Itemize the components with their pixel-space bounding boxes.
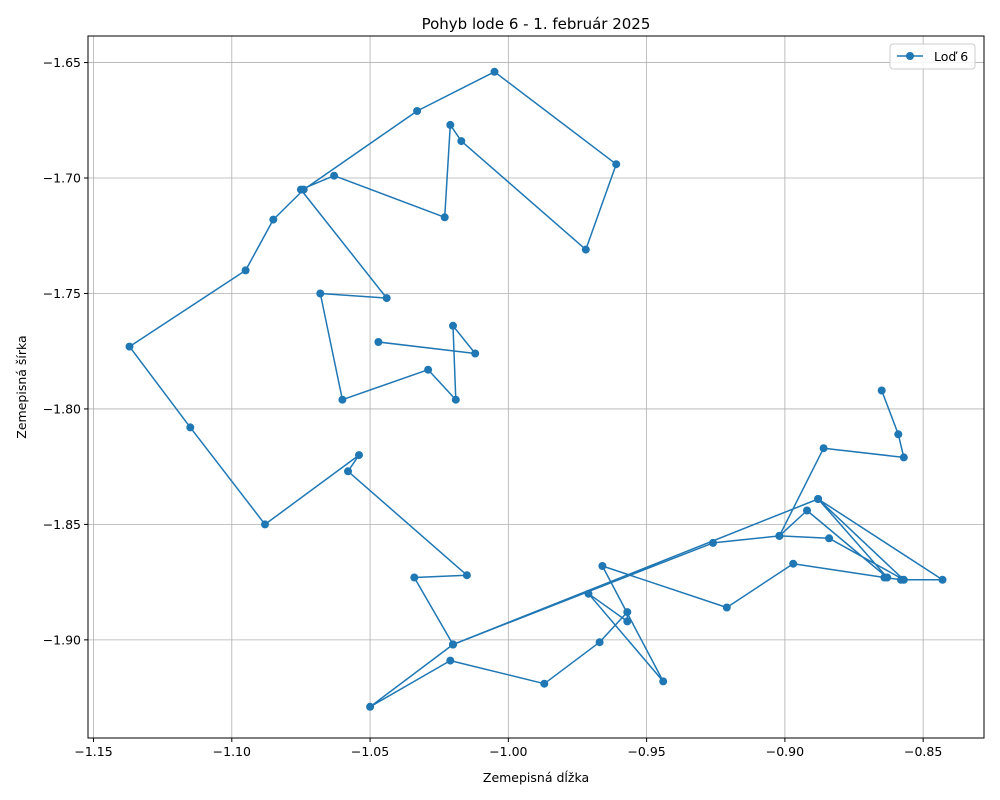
y-tick-label: −1.65 — [43, 55, 81, 70]
data-point — [899, 453, 908, 462]
data-point — [612, 160, 621, 169]
chart-title: Pohyb lode 6 - 1. február 2025 — [422, 15, 651, 33]
data-point — [330, 171, 339, 180]
x-tick-label: −1.05 — [351, 744, 389, 759]
data-point — [413, 107, 422, 115]
data-point — [446, 120, 455, 129]
data-point — [446, 656, 455, 665]
data-point — [803, 506, 811, 515]
y-tick-label: −1.80 — [43, 401, 81, 416]
data-point — [471, 349, 480, 358]
data-point — [883, 573, 892, 582]
y-tick-label: −1.70 — [43, 171, 81, 186]
data-point — [595, 638, 604, 647]
data-point — [451, 395, 460, 404]
data-point — [296, 185, 305, 194]
data-point — [894, 430, 903, 439]
data-point — [938, 575, 947, 584]
plot-frame — [87, 35, 985, 739]
data-point — [424, 365, 433, 374]
data-point — [584, 589, 593, 598]
data-point — [540, 679, 549, 688]
data-point — [410, 573, 419, 582]
data-point — [440, 213, 449, 222]
data-point — [581, 245, 590, 254]
data-point — [709, 538, 717, 547]
data-point — [241, 266, 250, 275]
data-point — [490, 67, 499, 76]
data-point — [457, 137, 466, 146]
y-tick-label: −1.90 — [43, 632, 81, 647]
data-point — [269, 215, 278, 224]
data-point — [449, 321, 457, 330]
data-point — [825, 534, 834, 543]
data-point — [186, 423, 195, 432]
x-tick-label: −1.00 — [489, 744, 527, 759]
x-tick-label: −0.90 — [766, 744, 804, 759]
data-point — [722, 603, 731, 612]
series-line — [128, 71, 944, 708]
data-point — [775, 531, 784, 540]
x-axis-label: Zemepisná dĺžka — [483, 770, 589, 785]
data-point — [344, 467, 352, 476]
x-tick-label: −1.10 — [213, 744, 251, 759]
data-point — [125, 342, 134, 351]
data-point — [899, 575, 908, 584]
data-point — [877, 386, 886, 395]
data-point — [789, 559, 798, 568]
data-point — [462, 571, 471, 580]
series-layer — [125, 67, 947, 711]
data-point — [623, 617, 632, 626]
data-point — [659, 677, 668, 686]
data-point — [374, 338, 383, 346]
data-point — [316, 289, 325, 298]
data-point — [338, 395, 347, 404]
legend-point-marker — [906, 52, 914, 60]
data-point — [355, 451, 363, 460]
data-point — [598, 562, 607, 570]
data-point — [814, 495, 823, 503]
y-tick-label: −1.75 — [43, 286, 81, 301]
data-point — [449, 640, 457, 649]
data-point — [261, 520, 269, 529]
x-axis: −1.15 −1.10 −1.05 −1.00 −0.95 −0.90 −0.85 — [74, 738, 942, 759]
y-axis: −1.65 −1.70 −1.75 −1.80 −1.85 −1.90 — [43, 55, 88, 647]
data-point — [366, 702, 375, 711]
data-point — [382, 294, 391, 303]
data-point — [623, 608, 632, 617]
y-tick-label: −1.85 — [43, 517, 81, 532]
x-tick-label: −0.95 — [627, 744, 665, 759]
x-tick-label: −1.15 — [74, 744, 112, 759]
grid — [88, 36, 984, 738]
y-axis-label: Zemepisná šírka — [14, 335, 29, 438]
legend-frame — [889, 43, 976, 70]
legend: Loď 6 — [889, 43, 976, 70]
x-tick-label: −0.85 — [904, 744, 942, 759]
legend-label: Loď 6 — [934, 49, 968, 64]
data-point — [819, 444, 828, 453]
